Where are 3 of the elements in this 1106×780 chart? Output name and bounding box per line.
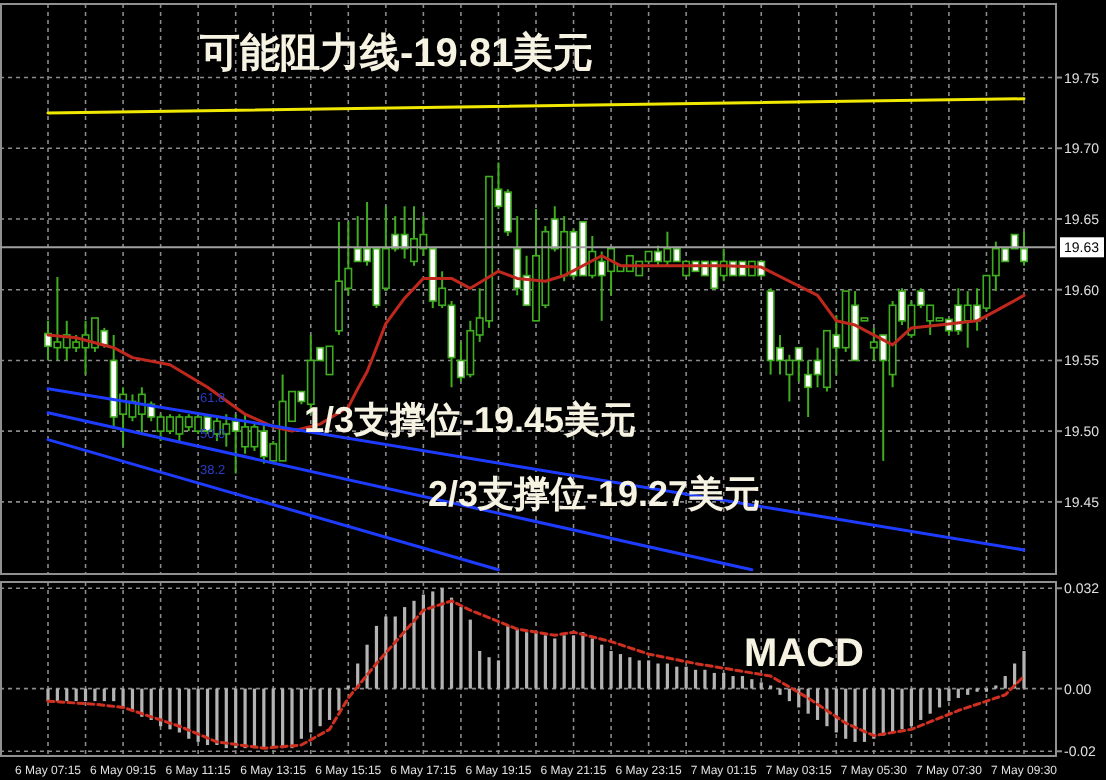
line-series xyxy=(46,599,1026,750)
annotation: 可能阻力线-19.81美元 xyxy=(198,30,594,76)
text: MACD xyxy=(744,632,864,676)
